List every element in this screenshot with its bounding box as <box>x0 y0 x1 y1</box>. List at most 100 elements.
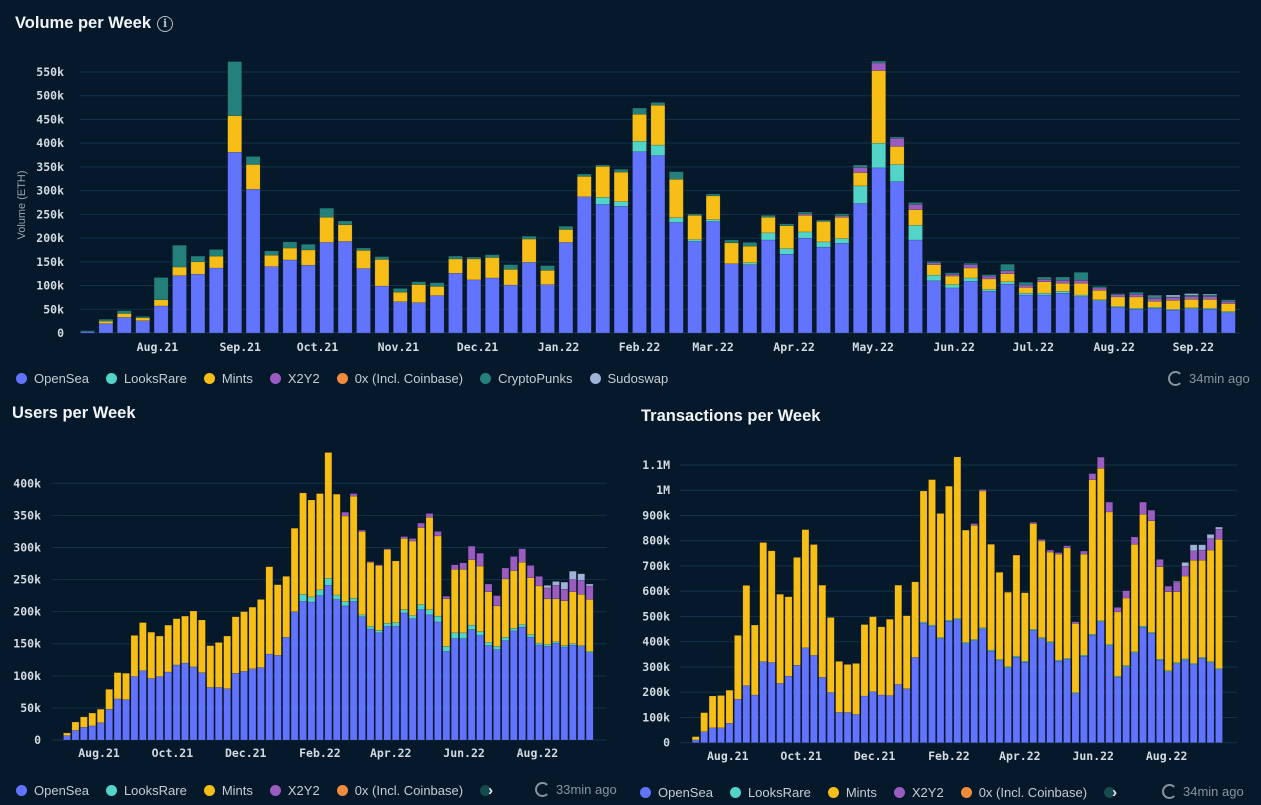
bar-stack[interactable] <box>945 272 960 334</box>
bar-segment-x2y2[interactable] <box>585 585 594 600</box>
bar-segment-looksrare[interactable] <box>981 289 997 292</box>
bar-segment-x2y2[interactable] <box>1156 559 1164 567</box>
legend-item-x2y2[interactable]: X2Y2 <box>269 783 320 798</box>
bar-stack[interactable] <box>147 631 156 741</box>
bar-stack[interactable] <box>810 544 818 743</box>
bar-segment-mints[interactable] <box>759 542 767 662</box>
bar-stack[interactable] <box>518 548 526 741</box>
bar-segment-sudoswap[interactable] <box>543 585 552 589</box>
bar-segment-opensea[interactable] <box>1202 309 1218 334</box>
bar-segment-x2y2[interactable] <box>853 167 868 173</box>
bar-segment-mints[interactable] <box>374 259 390 287</box>
bar-segment-mints[interactable] <box>429 286 445 296</box>
bar-segment-opensea[interactable] <box>324 585 333 741</box>
bar-segment-mints[interactable] <box>130 635 139 677</box>
bar-segment-sudoswap[interactable] <box>585 583 594 587</box>
bar-segment-looksrare[interactable] <box>341 601 349 607</box>
bar-stack[interactable] <box>759 542 767 743</box>
bar-segment-sudoswap[interactable] <box>560 581 569 590</box>
bar-stack[interactable] <box>1139 501 1147 743</box>
bar-segment-opensea[interactable] <box>1080 655 1088 743</box>
bar-stack[interactable] <box>963 262 978 334</box>
bar-stack[interactable] <box>307 499 316 741</box>
bar-segment-opensea[interactable] <box>1000 283 1015 334</box>
bar-stack[interactable] <box>1054 552 1063 743</box>
bar-segment-cryptopunks[interactable] <box>742 242 758 247</box>
bar-stack[interactable] <box>485 254 500 334</box>
bar-stack[interactable] <box>1021 592 1029 743</box>
bar-segment-opensea[interactable] <box>172 664 181 741</box>
bar-segment-x2y2[interactable] <box>459 562 467 570</box>
bar-segment-looksrare[interactable] <box>970 639 978 641</box>
bar-segment-opensea[interactable] <box>843 712 852 743</box>
legend-item-opensea[interactable]: OpenSea <box>640 785 713 800</box>
bar-segment-cryptopunks[interactable] <box>834 213 850 217</box>
bar-segment-mints[interactable] <box>708 695 717 729</box>
bar-stack[interactable] <box>316 493 324 741</box>
bar-segment-mints[interactable] <box>503 269 518 286</box>
bar-segment-mints[interactable] <box>687 215 702 240</box>
bar-segment-mints[interactable] <box>987 544 995 651</box>
bar-segment-x2y2[interactable] <box>889 138 905 147</box>
bar-segment-x2y2[interactable] <box>1088 473 1097 480</box>
bar-segment-x2y2[interactable] <box>484 583 493 593</box>
bar-segment-sudoswap[interactable] <box>1202 293 1218 296</box>
bar-stack[interactable] <box>434 531 442 741</box>
bar-segment-mints[interactable] <box>963 267 978 279</box>
bar-segment-cryptopunks[interactable] <box>1129 291 1144 295</box>
bar-stack[interactable] <box>198 619 206 741</box>
bar-segment-opensea[interactable] <box>1105 645 1114 743</box>
bar-segment-looksrare[interactable] <box>518 624 526 628</box>
bar-segment-mints[interactable] <box>1181 575 1189 660</box>
bar-segment-x2y2[interactable] <box>501 567 510 580</box>
bar-segment-cryptopunks[interactable] <box>411 281 426 285</box>
bar-segment-opensea[interactable] <box>198 672 206 741</box>
bar-stack[interactable] <box>476 553 484 741</box>
bar-segment-looksrare[interactable] <box>1018 292 1034 296</box>
bar-segment-x2y2[interactable] <box>467 545 476 560</box>
bar-segment-opensea[interactable] <box>1004 667 1012 743</box>
legend-item-sudoswap[interactable]: Sudoswap <box>589 371 668 386</box>
bar-stack[interactable] <box>717 695 725 743</box>
bar-segment-mints[interactable] <box>155 635 164 677</box>
bar-stack[interactable] <box>962 529 970 743</box>
bar-stack[interactable] <box>1092 286 1107 334</box>
bar-segment-opensea[interactable] <box>1088 634 1097 743</box>
bar-segment-cryptopunks[interactable] <box>135 316 150 319</box>
bar-segment-mints[interactable] <box>1080 553 1088 656</box>
bar-segment-x2y2[interactable] <box>1080 550 1088 555</box>
bar-segment-x2y2[interactable] <box>375 564 383 566</box>
bar-segment-opensea[interactable] <box>1055 292 1070 334</box>
bar-segment-mints[interactable] <box>1000 273 1015 282</box>
bar-segment-mints[interactable] <box>425 517 434 610</box>
bar-segment-mints[interactable] <box>886 618 894 696</box>
bar-segment-mints[interactable] <box>919 490 928 623</box>
bar-segment-cryptopunks[interactable] <box>908 202 923 205</box>
bar-segment-mints[interactable] <box>71 721 80 731</box>
bar-segment-mints[interactable] <box>1156 566 1164 660</box>
bar-segment-looksrare[interactable] <box>543 644 552 647</box>
bar-segment-opensea[interactable] <box>569 644 577 741</box>
bar-segment-looksrare[interactable] <box>400 609 408 614</box>
bar-segment-opensea[interactable] <box>1129 309 1144 334</box>
bar-segment-opensea[interactable] <box>105 708 113 741</box>
bar-stack[interactable] <box>793 557 801 743</box>
bar-segment-opensea[interactable] <box>1173 663 1181 743</box>
bar-segment-cryptopunks[interactable] <box>282 241 298 249</box>
bar-segment-looksrare[interactable] <box>526 634 535 638</box>
bar-segment-opensea[interactable] <box>265 653 274 741</box>
bar-segment-looksrare[interactable] <box>779 248 794 255</box>
bar-segment-x2y2[interactable] <box>451 564 459 570</box>
bar-segment-looksrare[interactable] <box>761 232 776 241</box>
bar-segment-mints[interactable] <box>1165 300 1181 310</box>
bar-stack[interactable] <box>400 536 408 741</box>
bar-stack[interactable] <box>510 556 518 741</box>
bar-segment-opensea[interactable] <box>459 638 467 741</box>
bar-stack[interactable] <box>493 595 501 741</box>
bar-stack[interactable] <box>801 529 810 743</box>
bar-segment-mints[interactable] <box>214 642 223 688</box>
bar-segment-mints[interactable] <box>816 221 831 243</box>
bar-segment-opensea[interactable] <box>501 640 510 741</box>
bar-segment-opensea[interactable] <box>264 266 279 334</box>
bar-segment-opensea[interactable] <box>466 279 482 334</box>
